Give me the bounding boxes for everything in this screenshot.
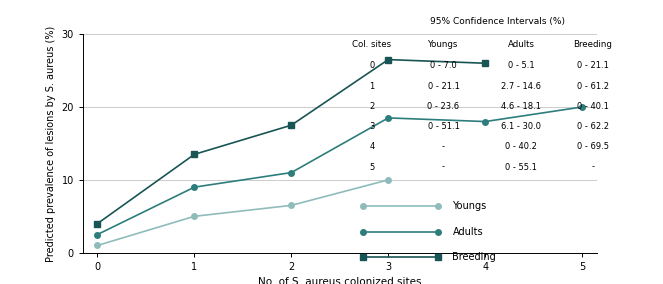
Text: 0 - 55.1: 0 - 55.1 <box>505 163 537 172</box>
Text: -: - <box>442 142 445 151</box>
Text: 0 - 51.1: 0 - 51.1 <box>428 122 459 131</box>
Text: 0 - 23.6: 0 - 23.6 <box>428 102 459 111</box>
Text: 0: 0 <box>369 61 375 70</box>
Text: 0 - 5.1: 0 - 5.1 <box>508 61 534 70</box>
Text: -: - <box>442 163 445 172</box>
Text: Breeding: Breeding <box>573 40 612 49</box>
Text: 0 - 21.1: 0 - 21.1 <box>577 61 609 70</box>
Text: 4.6 - 18.1: 4.6 - 18.1 <box>501 102 541 111</box>
Text: Breeding: Breeding <box>452 252 496 262</box>
Text: 0 - 61.2: 0 - 61.2 <box>577 82 609 91</box>
Text: 6.1 - 30.0: 6.1 - 30.0 <box>501 122 541 131</box>
Text: Youngs: Youngs <box>452 201 487 211</box>
Text: 95% Confidence Intervals (%): 95% Confidence Intervals (%) <box>430 17 565 26</box>
Text: Youngs: Youngs <box>428 40 459 49</box>
Text: 0 - 21.1: 0 - 21.1 <box>428 82 459 91</box>
Y-axis label: Predicted prevalence of lesions by S. aureus (%): Predicted prevalence of lesions by S. au… <box>46 25 56 262</box>
Text: 0 - 7.0: 0 - 7.0 <box>430 61 457 70</box>
Text: 3: 3 <box>369 122 375 131</box>
Text: 0 - 40.2: 0 - 40.2 <box>505 142 537 151</box>
Text: 5: 5 <box>369 163 375 172</box>
Text: 4: 4 <box>369 142 375 151</box>
Text: 0 - 40.1: 0 - 40.1 <box>577 102 609 111</box>
Text: 1: 1 <box>369 82 375 91</box>
Text: 0 - 62.2: 0 - 62.2 <box>577 122 609 131</box>
Text: -: - <box>591 163 594 172</box>
Text: 2: 2 <box>369 102 375 111</box>
Text: Adults: Adults <box>452 227 483 237</box>
Text: Col. sites: Col. sites <box>352 40 392 49</box>
Text: 0 - 69.5: 0 - 69.5 <box>577 142 609 151</box>
Text: Adults: Adults <box>508 40 534 49</box>
X-axis label: No. of S. aureus colonized sites: No. of S. aureus colonized sites <box>258 277 422 284</box>
Text: 2.7 - 14.6: 2.7 - 14.6 <box>501 82 541 91</box>
